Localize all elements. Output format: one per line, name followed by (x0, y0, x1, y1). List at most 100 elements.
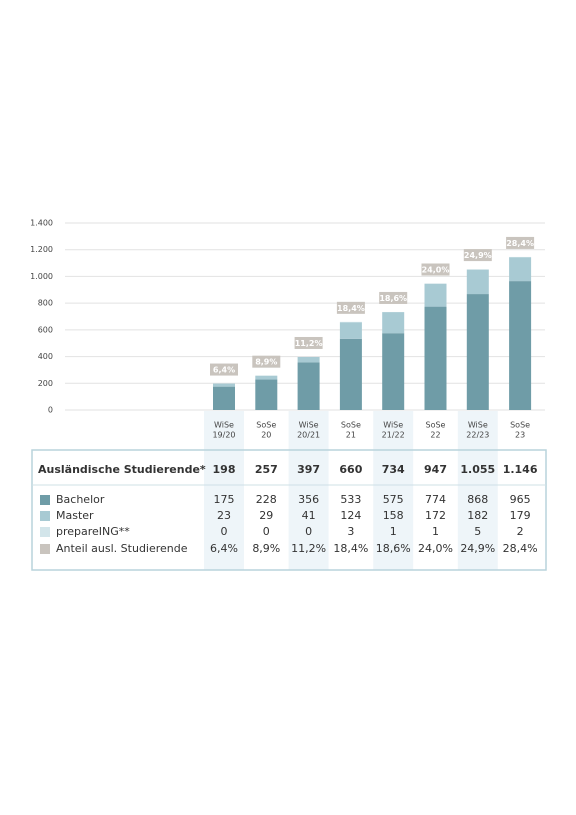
bar-segment (213, 383, 235, 387)
bar-segment (382, 312, 405, 334)
share-label-bg (294, 336, 323, 349)
table-value: 182 (467, 509, 488, 522)
column-shade (204, 411, 244, 570)
bar-segment (424, 306, 447, 410)
legend-label: prepareING** (56, 525, 130, 538)
x-tick-label: 21/22 (382, 431, 405, 440)
table-value: 5 (474, 525, 481, 538)
bar-segment (424, 283, 447, 307)
share-label-bg (379, 291, 408, 304)
table-value: 2 (517, 525, 524, 538)
share-label-bg (210, 363, 238, 376)
table-value: 0 (221, 525, 228, 538)
bar-segment (466, 269, 489, 270)
table-value: 179 (510, 509, 531, 522)
total-value: 734 (382, 463, 405, 476)
table-value: 774 (425, 493, 446, 506)
x-tick-label: SoSe (426, 421, 446, 430)
table-value: 158 (383, 509, 404, 522)
share-label: 24,9% (464, 251, 492, 260)
legend-label: Master (56, 509, 94, 522)
total-value: 947 (424, 463, 447, 476)
x-tick-label: 23 (515, 431, 525, 440)
table-value: 356 (298, 493, 319, 506)
table-value: 868 (467, 493, 488, 506)
share-label-bg (421, 263, 450, 276)
table-frame (31, 449, 547, 571)
table-share: 28,4% (503, 542, 538, 555)
share-label-bg (252, 355, 281, 368)
bar-segment (509, 281, 532, 410)
table-value: 575 (383, 493, 404, 506)
table-value: 533 (340, 493, 361, 506)
table-value: 0 (263, 525, 270, 538)
share-label: 8,9% (255, 358, 277, 367)
bar-segment (466, 294, 489, 410)
bar-segment (466, 269, 489, 295)
bar-segment (213, 386, 235, 410)
x-tick-label: 19/20 (212, 431, 235, 440)
bar-segment (382, 333, 405, 410)
bar-segment (255, 379, 278, 410)
share-label: 18,4% (337, 304, 365, 313)
column-shade (288, 411, 329, 570)
share-label: 18,6% (379, 294, 407, 303)
y-tick-label: 200 (38, 379, 53, 388)
x-tick-label: SoSe (510, 421, 530, 430)
table-value: 172 (425, 509, 446, 522)
column-shade (457, 411, 498, 570)
table-value: 175 (214, 493, 235, 506)
share-label-bg (506, 236, 535, 249)
x-tick-label: SoSe (341, 421, 361, 430)
x-tick-label: 22/23 (466, 431, 489, 440)
x-tick-label: 20/21 (297, 431, 320, 440)
table-value: 1 (390, 525, 397, 538)
table-value: 41 (302, 509, 316, 522)
y-tick-label: 1.400 (30, 219, 53, 228)
table-value: 0 (305, 525, 312, 538)
legend-swatch (40, 544, 50, 554)
x-tick-label: 21 (346, 431, 356, 440)
table-share: 24,9% (460, 542, 495, 555)
total-value: 1.055 (460, 463, 495, 476)
y-tick-label: 600 (38, 325, 53, 334)
share-label: 6,4% (213, 366, 235, 375)
share-label-bg (463, 249, 492, 262)
y-tick-label: 1.200 (30, 245, 53, 254)
legend-swatch (40, 527, 50, 537)
x-tick-label: WiSe (468, 421, 488, 430)
bar-segment (255, 375, 278, 380)
share-label: 24,0% (422, 266, 450, 275)
table-share: 6,4% (210, 542, 238, 555)
bar-segment (339, 338, 362, 410)
share-label: 11,2% (295, 339, 323, 348)
table-value: 23 (217, 509, 231, 522)
column-shade (373, 411, 414, 570)
table-share: 24,0% (418, 542, 453, 555)
table-value: 124 (340, 509, 361, 522)
legend-swatch (40, 495, 50, 505)
total-value: 660 (339, 463, 362, 476)
y-tick-label: 400 (38, 352, 53, 361)
x-tick-label: 22 (430, 431, 440, 440)
legend-label: Anteil ausl. Studierende (56, 542, 188, 555)
y-tick-label: 0 (48, 406, 53, 415)
share-label: 28,4% (506, 239, 534, 248)
x-tick-label: 20 (261, 431, 271, 440)
y-tick-label: 800 (38, 299, 53, 308)
legend-swatch (40, 511, 50, 521)
bar-segment (509, 257, 532, 282)
total-value: 257 (255, 463, 278, 476)
table-share: 18,6% (376, 542, 411, 555)
table-share: 11,2% (291, 542, 326, 555)
y-tick-label: 1.000 (30, 272, 53, 281)
total-value: 198 (213, 463, 236, 476)
x-tick-label: WiSe (214, 421, 234, 430)
bar-segment (297, 356, 320, 363)
table-value: 1 (432, 525, 439, 538)
share-label-bg (336, 301, 365, 314)
table-value: 29 (259, 509, 273, 522)
bar-segment (297, 362, 320, 410)
table-header: Ausländische Studierende* (38, 463, 206, 476)
